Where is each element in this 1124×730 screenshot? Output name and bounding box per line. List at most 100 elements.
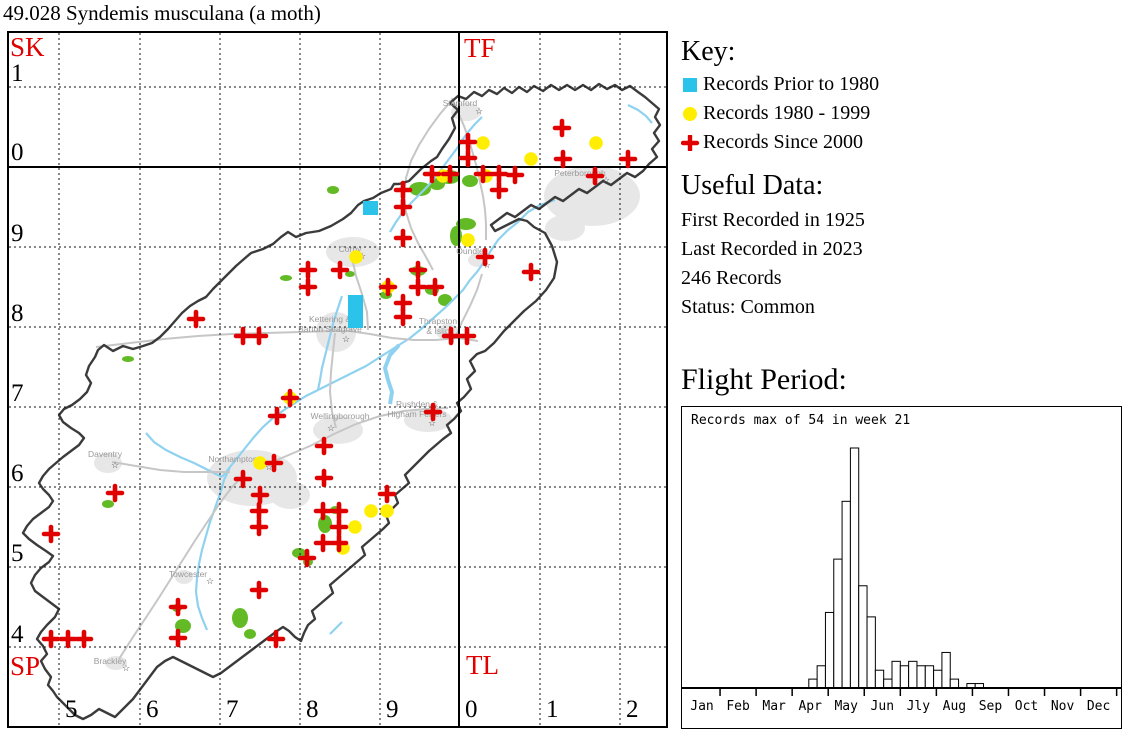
town-star-icon: ☆: [111, 460, 119, 470]
red-cross-icon: [680, 133, 703, 152]
flight-week-bar: [891, 660, 901, 689]
grid-northing-label: 5: [11, 540, 24, 567]
flight-week-bar: [858, 585, 868, 689]
record-since-2000-cross: [329, 501, 349, 521]
record-since-2000-cross: [266, 629, 286, 649]
flight-week-bar: [833, 558, 843, 689]
town-star-icon: ☆: [265, 462, 273, 472]
key-item-1980-1999: Records 1980 - 1999: [681, 99, 981, 128]
record-since-2000-cross: [473, 164, 493, 184]
town-label: Peterborough: [554, 168, 606, 178]
record-since-2000-cross: [408, 260, 428, 280]
month-label: Jly: [907, 699, 931, 714]
month-label: Jun: [871, 699, 894, 714]
month-label: Jan: [690, 699, 713, 714]
flight-chart-svg: Records max of 54 in week 21 Jan Feb Mar Apr…: [682, 413, 1121, 714]
record-since-2000-cross: [329, 533, 349, 553]
flight-week-bar: [874, 669, 885, 689]
key-item-label: Records Prior to 1980: [703, 73, 880, 95]
record-since-2000-cross: [585, 166, 605, 186]
town-label: Towcester: [169, 569, 207, 579]
record-since-2000-cross: [393, 197, 413, 217]
page-title: 49.028 Syndemis musculana (a moth): [3, 1, 321, 25]
flight-week-bar: [924, 665, 935, 689]
grid-letter: TF: [464, 33, 496, 63]
record-since-2000-cross: [553, 149, 573, 169]
month-label: May: [834, 699, 858, 714]
town-star-icon: ☆: [475, 106, 483, 116]
grid-easting-label: 1: [546, 696, 559, 723]
record-since-2000-cross: [250, 485, 270, 505]
record-since-2000-cross: [186, 309, 206, 329]
record-since-2000-cross: [458, 132, 478, 152]
flight-week-bar: [908, 660, 918, 689]
grid-northing-label: 9: [11, 220, 24, 247]
record-since-2000-cross: [441, 326, 461, 346]
record-1980-1999-dot: [348, 520, 362, 534]
record-since-2000-cross: [314, 436, 334, 456]
useful-data-heading: Useful Data:: [681, 170, 824, 201]
flight-week-bar: [916, 665, 926, 689]
record-since-2000-cross: [489, 164, 509, 184]
yellow-circle-icon: [681, 106, 703, 122]
grid-easting-label: 0: [465, 696, 478, 723]
record-since-2000-cross: [489, 180, 509, 200]
town-label: Barton Seagrave: [298, 324, 362, 334]
record-since-2000-cross: [618, 149, 638, 169]
grid-letter: TL: [466, 650, 499, 680]
key-heading: Key:: [681, 36, 736, 67]
record-since-2000-cross: [393, 228, 413, 248]
record-since-2000-cross: [313, 533, 333, 553]
record-prior-1980-square: [363, 201, 378, 215]
record-since-2000-cross: [552, 118, 572, 138]
record-count: 246 Records: [681, 267, 782, 289]
key-item-label: Records 1980 - 1999: [703, 102, 871, 124]
record-since-2000-cross: [58, 629, 78, 649]
record-since-2000-cross: [233, 469, 253, 489]
flight-week-bar: [899, 665, 910, 689]
flight-week-bar: [941, 651, 951, 689]
flight-week-bar: [866, 616, 876, 689]
record-since-2000-cross: [280, 388, 300, 408]
month-label: Apr: [798, 699, 822, 714]
month-label: Dec: [1087, 699, 1110, 714]
month-label: Feb: [726, 699, 750, 714]
town-star-icon: ☆: [327, 423, 335, 433]
record-since-2000-cross: [314, 468, 334, 488]
record-since-2000-cross: [408, 277, 428, 297]
record-since-2000-cross: [440, 164, 460, 184]
town-star-icon: ☆: [602, 175, 610, 185]
town-star-icon: ☆: [122, 663, 130, 673]
record-since-2000-cross: [329, 517, 349, 537]
town-label: Higham Ferrers: [387, 409, 446, 419]
last-recorded: Last Recorded in 2023: [681, 238, 863, 260]
record-since-2000-cross: [41, 629, 61, 649]
flight-week-bar: [849, 447, 860, 689]
flight-week-bar: [933, 669, 943, 689]
key-legend: Records Prior to 1980 Records 1980 - 199…: [680, 70, 981, 157]
map-svg: Stamford☆Peterborough☆Corby☆Oundle☆Kette…: [7, 31, 668, 728]
record-1980-1999-dot: [349, 250, 363, 264]
record-prior-1980-square: [348, 295, 363, 328]
flight-week-bar: [824, 611, 835, 689]
grid-easting-label: 6: [146, 696, 159, 723]
town-label: Kettering &: [309, 314, 351, 324]
flight-period-chart: Records max of 54 in week 21 Jan Feb Mar Apr…: [681, 406, 1122, 729]
flight-period-heading: Flight Period:: [681, 363, 847, 396]
record-since-2000-cross: [475, 247, 495, 267]
record-1980-1999-dot: [364, 504, 378, 518]
town-label: Brackley: [94, 656, 127, 666]
cyan-square-icon: [681, 77, 703, 93]
record-since-2000-cross: [264, 453, 284, 473]
flight-week-bar: [883, 678, 893, 689]
grid-easting-label: 9: [386, 696, 399, 723]
record-since-2000-cross: [41, 524, 61, 544]
grid-northing-label: 7: [11, 380, 24, 407]
town-label: Wellingborough: [311, 411, 370, 421]
record-since-2000-cross: [378, 277, 398, 297]
record-since-2000-cross: [377, 484, 397, 504]
record-since-2000-cross: [425, 277, 445, 297]
record-since-2000-cross: [313, 501, 333, 521]
record-since-2000-cross: [249, 580, 269, 600]
